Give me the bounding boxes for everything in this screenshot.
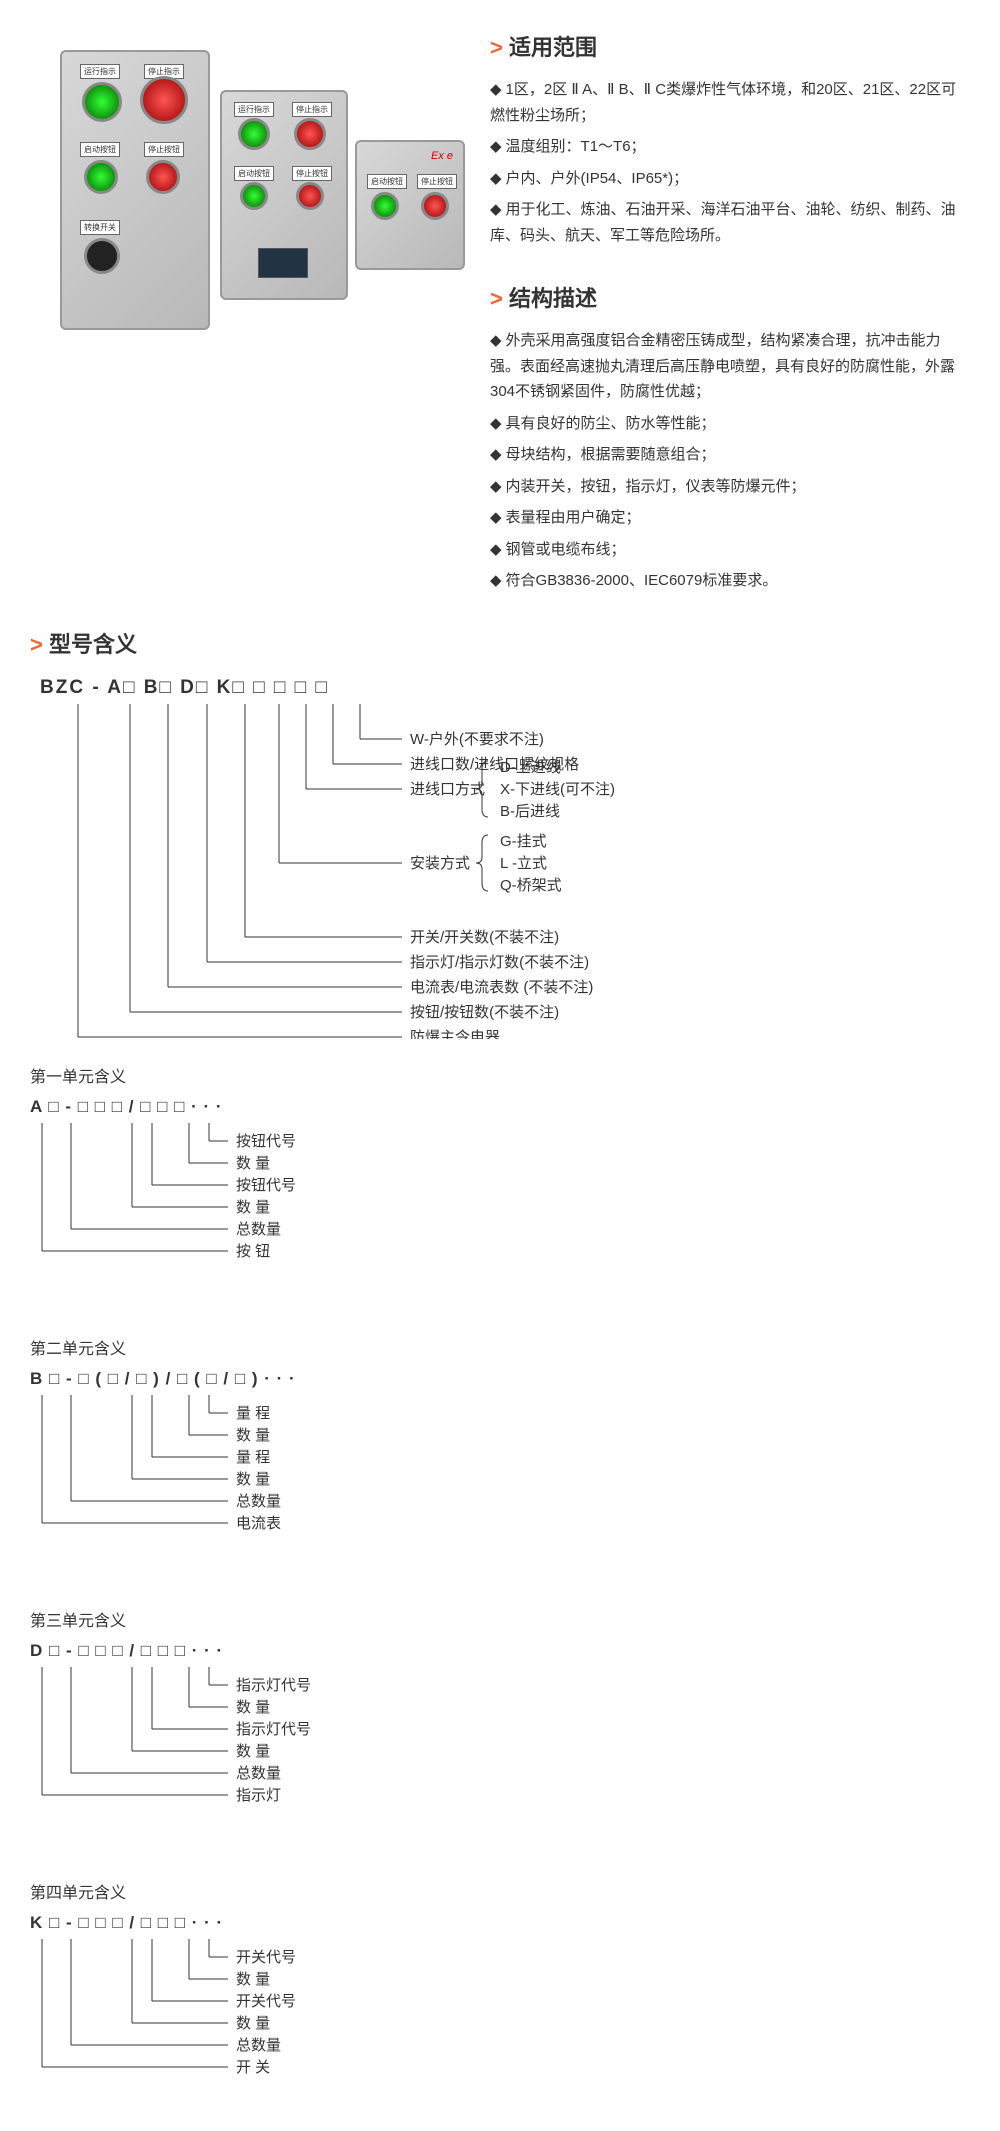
svg-text:按 钮: 按 钮	[236, 1243, 270, 1260]
unit-diagram: 指示灯代号数 量指示灯代号数 量总数量指示灯	[30, 1665, 490, 1835]
structure-list: 外壳采用高强度铝合金精密压铸成型，结构紧凑合理，抗冲击能力强。表面经高速抛丸清理…	[490, 325, 970, 597]
svg-text:Q-桥架式: Q-桥架式	[500, 877, 562, 894]
svg-text:指示灯代号: 指示灯代号	[236, 1677, 311, 1694]
svg-text:开关代号: 开关代号	[236, 1949, 296, 1966]
unit-title: 第二单元含义	[30, 1335, 490, 1359]
unit-code: A □ - □ □ □ / □ □ □ · · ·	[30, 1097, 490, 1117]
list-item: 母块结构，根据需要随意组合；	[490, 439, 970, 471]
unit-code: B □ - □ ( □ / □ ) / □ ( □ / □ ) · · ·	[30, 1369, 490, 1389]
list-item: 符合GB3836-2000、IEC6079标准要求。	[490, 565, 970, 597]
svg-text:进线口方式: 进线口方式	[410, 781, 485, 798]
label-startbtn: 启动按钮	[80, 142, 120, 157]
svg-text:开关/开关数(不装不注): 开关/开关数(不装不注)	[410, 929, 559, 946]
svg-text:量 程: 量 程	[236, 1449, 270, 1466]
list-item: 用于化工、炼油、石油开采、海洋石油平台、油轮、纺织、制药、油库、码头、航天、军工…	[490, 194, 970, 251]
svg-text:总数量: 总数量	[236, 2037, 281, 2054]
svg-text:X-下进线(可不注): X-下进线(可不注)	[500, 781, 615, 798]
structure-title: 结构描述	[490, 281, 970, 313]
svg-text:数 量: 数 量	[236, 1971, 270, 1988]
unit-diagram: 开关代号数 量开关代号数 量总数量开 关	[30, 1937, 490, 2107]
applicability-title: 适用范围	[490, 30, 970, 62]
svg-text:数 量: 数 量	[236, 1155, 270, 1172]
list-item: 内装开关，按钮，指示灯，仪表等防爆元件；	[490, 471, 970, 503]
unit-block: 第一单元含义A □ - □ □ □ / □ □ □ · · ·按钮代号数 量按钮…	[30, 1063, 490, 1295]
svg-text:W-户外(不要求不注): W-户外(不要求不注)	[410, 731, 544, 748]
svg-text:按钮/按钮数(不装不注): 按钮/按钮数(不装不注)	[410, 1004, 559, 1021]
unit-title: 第一单元含义	[30, 1063, 490, 1087]
list-item: 温度组别：T1～T6；	[490, 131, 970, 163]
svg-text:指示灯/指示灯数(不装不注): 指示灯/指示灯数(不装不注)	[410, 954, 589, 971]
model-title: 型号含义	[30, 627, 970, 659]
unit-diagram: 按钮代号数 量按钮代号数 量总数量按 钮	[30, 1121, 490, 1291]
applicability-list: 1区，2区 Ⅱ A、Ⅱ B、Ⅱ C类爆炸性气体环境，和20区、21区、22区可燃…	[490, 74, 970, 251]
ex-mark: Ex e	[431, 150, 453, 162]
model-diagram: W-户外(不要求不注)进线口数/进线口螺纹规格D-上进线X-下进线(可不注)B-…	[30, 699, 990, 1039]
list-item: 外壳采用高强度铝合金精密压铸成型，结构紧凑合理，抗冲击能力强。表面经高速抛丸清理…	[490, 325, 970, 408]
unit-code: K □ - □ □ □ / □ □ □ · · ·	[30, 1913, 490, 1933]
svg-text:D-上进线: D-上进线	[500, 759, 561, 776]
label-switch: 转换开关	[80, 220, 120, 235]
unit-title: 第四单元含义	[30, 1879, 490, 1903]
label-run: 运行指示	[80, 64, 120, 79]
unit-block: 第四单元含义K □ - □ □ □ / □ □ □ · · ·开关代号数 量开关…	[30, 1879, 490, 2111]
svg-text:指示灯: 指示灯	[236, 1787, 281, 1804]
unit-title: 第三单元含义	[30, 1607, 490, 1631]
svg-text:B-后进线: B-后进线	[500, 803, 560, 820]
unit-block: 第二单元含义 B □ - □ ( □ / □ ) / □ ( □ / □ ) · …	[30, 1335, 490, 1567]
unit-block: 第三单元含义D □ - □ □ □ / □ □ □ · · ·指示灯代号数 量指…	[30, 1607, 490, 1839]
svg-text:按钮代号: 按钮代号	[236, 1177, 296, 1194]
svg-text:按钮代号: 按钮代号	[236, 1133, 296, 1150]
svg-text:L -立式: L -立式	[500, 855, 547, 872]
label-stopbtn: 停止按钮	[144, 142, 184, 157]
svg-text:数 量: 数 量	[236, 1199, 270, 1216]
svg-text:数 量: 数 量	[236, 2015, 270, 2032]
svg-text:电流表/电流表数 (不装不注): 电流表/电流表数 (不装不注)	[410, 979, 593, 996]
svg-text:数 量: 数 量	[236, 1471, 270, 1488]
svg-text:数 量: 数 量	[236, 1427, 270, 1444]
svg-text:总数量: 总数量	[236, 1765, 281, 1782]
svg-text:G-挂式: G-挂式	[500, 833, 547, 850]
svg-text:数 量: 数 量	[236, 1743, 270, 1760]
model-code: BZC - A□ B□ D□ K□ □ □ □ □	[40, 677, 970, 699]
list-item: 表量程由用户确定；	[490, 502, 970, 534]
product-image: 运行指示 停止指示 启动按钮 停止按钮 转换开关 运行指示 停止指示 启动按钮 …	[30, 20, 470, 340]
svg-text:数 量: 数 量	[236, 1699, 270, 1716]
svg-text:指示灯代号: 指示灯代号	[236, 1721, 311, 1738]
svg-text:开关代号: 开关代号	[236, 1993, 296, 2010]
svg-text:总数量: 总数量	[236, 1493, 281, 1510]
list-item: 户内、户外(IP54、IP65*)；	[490, 163, 970, 195]
svg-text:开 关: 开 关	[236, 2059, 270, 2076]
unit-diagram: 量 程数 量量 程数 量总数量电流表	[30, 1393, 490, 1563]
list-item: 具有良好的防尘、防水等性能；	[490, 408, 970, 440]
svg-text:总数量: 总数量	[236, 1221, 281, 1238]
list-item: 1区，2区 Ⅱ A、Ⅱ B、Ⅱ C类爆炸性气体环境，和20区、21区、22区可燃…	[490, 74, 970, 131]
svg-text:量 程: 量 程	[236, 1405, 270, 1422]
svg-text:防爆主令电器: 防爆主令电器	[410, 1029, 500, 1039]
svg-text:安装方式: 安装方式	[410, 855, 470, 872]
unit-code: D □ - □ □ □ / □ □ □ · · ·	[30, 1641, 490, 1661]
svg-text:电流表: 电流表	[236, 1515, 281, 1532]
list-item: 钢管或电缆布线；	[490, 534, 970, 566]
